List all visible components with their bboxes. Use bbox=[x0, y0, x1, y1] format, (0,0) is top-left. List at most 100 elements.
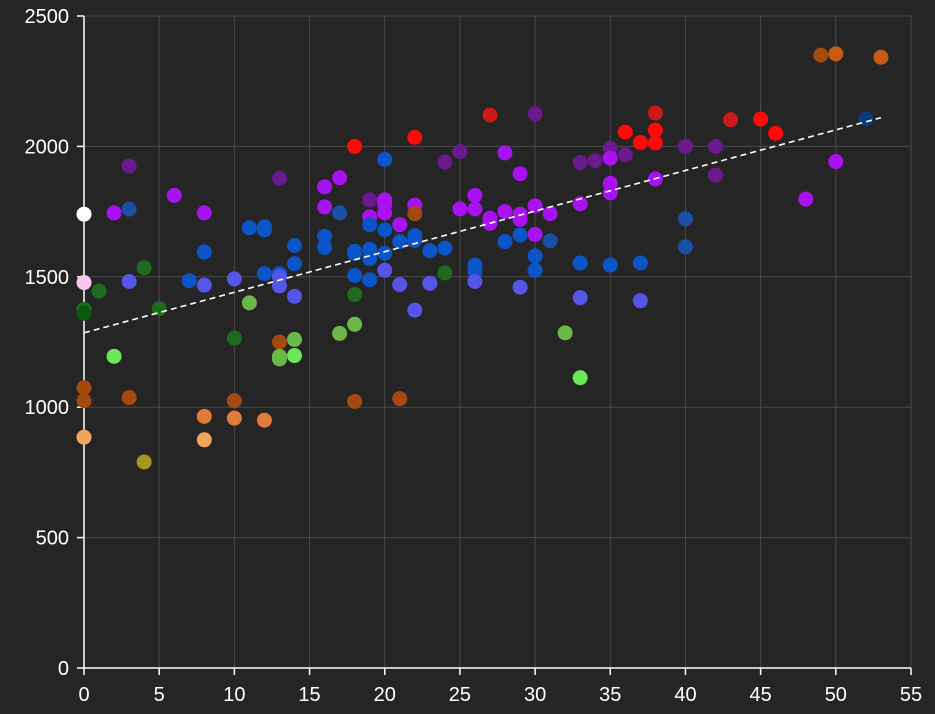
data-point bbox=[422, 275, 438, 291]
data-point bbox=[347, 245, 363, 261]
x-tick-label: 15 bbox=[298, 684, 320, 706]
data-point bbox=[287, 331, 303, 347]
data-point bbox=[572, 370, 588, 386]
data-point bbox=[181, 273, 197, 289]
data-point bbox=[196, 244, 212, 260]
x-tick-label: 55 bbox=[900, 684, 922, 706]
data-point bbox=[497, 234, 513, 250]
data-point bbox=[677, 138, 693, 154]
data-point bbox=[723, 112, 739, 128]
data-point bbox=[226, 393, 242, 409]
data-point bbox=[121, 158, 137, 174]
data-point bbox=[422, 243, 438, 259]
data-point bbox=[347, 316, 363, 332]
data-point bbox=[647, 122, 663, 138]
data-point bbox=[813, 47, 829, 63]
data-point bbox=[858, 111, 874, 127]
trendline-group bbox=[83, 116, 882, 334]
data-point bbox=[632, 255, 648, 271]
data-point bbox=[362, 217, 378, 233]
data-point bbox=[467, 201, 483, 217]
data-point bbox=[377, 151, 393, 167]
data-point bbox=[542, 206, 558, 222]
data-point bbox=[317, 228, 333, 244]
data-point bbox=[121, 390, 137, 406]
data-point bbox=[241, 295, 257, 311]
data-point bbox=[647, 105, 663, 121]
data-point bbox=[317, 199, 333, 215]
y-tick-label: 2000 bbox=[25, 136, 70, 158]
data-point bbox=[136, 454, 152, 470]
data-point bbox=[347, 138, 363, 154]
data-point bbox=[196, 277, 212, 293]
data-point bbox=[437, 154, 453, 170]
data-point bbox=[602, 185, 618, 201]
data-point bbox=[256, 266, 272, 282]
x-tick-label: 45 bbox=[750, 684, 772, 706]
data-point bbox=[407, 302, 423, 318]
data-point bbox=[332, 205, 348, 221]
data-point bbox=[377, 222, 393, 238]
data-point bbox=[332, 325, 348, 341]
y-tick-label: 2500 bbox=[25, 6, 70, 28]
data-point bbox=[392, 234, 408, 250]
data-point bbox=[632, 293, 648, 309]
data-point bbox=[527, 106, 543, 122]
data-point bbox=[452, 144, 468, 160]
data-point bbox=[527, 198, 543, 214]
data-point bbox=[708, 138, 724, 154]
data-point bbox=[527, 262, 543, 278]
data-point bbox=[527, 248, 543, 264]
x-tick-label: 10 bbox=[223, 684, 245, 706]
data-point bbox=[587, 153, 603, 169]
x-tick-label: 20 bbox=[374, 684, 396, 706]
data-point bbox=[76, 393, 92, 409]
data-point bbox=[271, 278, 287, 294]
tick-labels: 0 5 10 15 20 25 30 35 40 45 50 55 0 500 1000 1500 2000 25… bbox=[25, 6, 923, 706]
data-point bbox=[317, 179, 333, 195]
data-point bbox=[828, 154, 844, 170]
data-point bbox=[768, 125, 784, 141]
data-point bbox=[407, 232, 423, 248]
data-point bbox=[873, 49, 889, 65]
data-point bbox=[512, 166, 528, 182]
data-point bbox=[226, 410, 242, 426]
x-tick-label: 0 bbox=[78, 684, 89, 706]
data-point bbox=[527, 227, 543, 243]
data-point bbox=[542, 233, 558, 249]
data-point bbox=[497, 145, 513, 161]
data-point bbox=[136, 260, 152, 276]
data-point bbox=[377, 262, 393, 278]
data-point bbox=[196, 432, 212, 448]
data-point bbox=[452, 201, 468, 217]
y-tick-label: 500 bbox=[36, 528, 69, 550]
data-point bbox=[467, 187, 483, 203]
data-point bbox=[256, 222, 272, 238]
data-point bbox=[572, 290, 588, 306]
data-points bbox=[76, 46, 889, 470]
data-point bbox=[377, 245, 393, 261]
data-point bbox=[677, 239, 693, 255]
data-point bbox=[106, 348, 122, 364]
data-point bbox=[317, 239, 333, 255]
y-tick-label: 1500 bbox=[25, 267, 70, 289]
y-tick-label: 1000 bbox=[25, 397, 70, 419]
data-point bbox=[287, 256, 303, 272]
data-point bbox=[196, 205, 212, 221]
data-point bbox=[602, 257, 618, 273]
data-point bbox=[407, 129, 423, 145]
data-point bbox=[287, 238, 303, 254]
axes bbox=[77, 15, 912, 675]
data-point bbox=[76, 305, 92, 321]
data-point bbox=[437, 240, 453, 256]
data-point bbox=[708, 167, 724, 183]
data-point bbox=[467, 273, 483, 289]
data-point bbox=[362, 192, 378, 208]
data-point bbox=[271, 170, 287, 186]
x-tick-label: 50 bbox=[825, 684, 847, 706]
data-point bbox=[347, 393, 363, 409]
data-point bbox=[407, 206, 423, 222]
data-point bbox=[91, 283, 107, 299]
data-point bbox=[392, 277, 408, 293]
